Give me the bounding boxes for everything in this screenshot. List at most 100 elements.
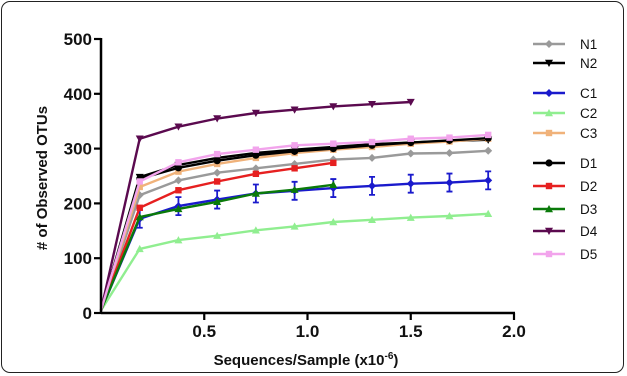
x-tick-label: 2.0 bbox=[502, 322, 526, 341]
series-line-n1 bbox=[99, 149, 489, 311]
x-tick-label: 1.5 bbox=[399, 322, 423, 341]
y-tick-label: 400 bbox=[64, 85, 92, 104]
legend-marker-d5 bbox=[545, 250, 553, 258]
data-point-d1 bbox=[290, 147, 299, 155]
data-point-d5 bbox=[407, 135, 414, 142]
data-point-c2 bbox=[174, 236, 183, 244]
data-point-c1 bbox=[445, 178, 454, 187]
data-point-c1 bbox=[484, 176, 493, 185]
y-tick-label: 200 bbox=[64, 194, 92, 213]
legend-label-d1: D1 bbox=[580, 156, 597, 171]
data-point-d3 bbox=[213, 197, 222, 205]
legend-label-c3: C3 bbox=[580, 126, 597, 141]
data-point-c2 bbox=[406, 213, 415, 221]
legend-item-n1: N1 bbox=[533, 37, 597, 52]
legend-marker-d3 bbox=[545, 205, 553, 213]
data-point-c2 bbox=[135, 244, 144, 253]
legend-item-c3: C3 bbox=[533, 126, 597, 141]
data-point-n1 bbox=[213, 168, 222, 177]
x-tick-label: 1.0 bbox=[296, 322, 320, 341]
data-point-c2 bbox=[445, 212, 454, 220]
x-axis-title-main: Sequences/Sample (x10 bbox=[214, 352, 385, 369]
legend-label-c1: C1 bbox=[580, 86, 597, 101]
data-point-n1 bbox=[368, 153, 377, 162]
legend-label-d3: D3 bbox=[580, 202, 597, 217]
data-point-d5 bbox=[252, 146, 260, 153]
x-axis-title-exponent: -6 bbox=[385, 351, 394, 362]
data-point-d5 bbox=[213, 150, 221, 158]
data-point-d4 bbox=[290, 106, 299, 114]
series-d3 bbox=[99, 180, 338, 311]
legend-marker-d2 bbox=[545, 182, 553, 190]
series-layer bbox=[99, 98, 493, 311]
data-point-c2 bbox=[329, 218, 338, 226]
series-d1 bbox=[99, 134, 492, 311]
data-point-d2 bbox=[213, 178, 221, 185]
series-line-d4 bbox=[99, 100, 411, 311]
legend-item-d2: D2 bbox=[533, 179, 597, 194]
y-tick-label: 300 bbox=[64, 140, 92, 159]
data-point-d4 bbox=[329, 103, 338, 111]
data-point-d5 bbox=[330, 140, 337, 147]
data-point-n1 bbox=[484, 146, 493, 155]
legend-marker-d1 bbox=[545, 159, 553, 167]
data-point-c1 bbox=[406, 179, 415, 188]
x-axis-title-close: ) bbox=[393, 352, 398, 369]
data-point-d4 bbox=[174, 123, 183, 131]
data-point-n1 bbox=[445, 148, 454, 157]
legend-item-n2: N2 bbox=[533, 56, 597, 71]
data-point-d4 bbox=[213, 115, 222, 123]
legend-label-d5: D5 bbox=[580, 247, 597, 262]
legend-item-d5: D5 bbox=[533, 247, 597, 262]
data-point-d2 bbox=[252, 170, 260, 178]
tick-labels: 0 100 200 300 400 500 0.5 1.0 1.5 2.0 bbox=[64, 30, 526, 341]
y-tick-label: 0 bbox=[83, 304, 92, 323]
data-point-d3 bbox=[290, 185, 299, 193]
data-point-d2 bbox=[291, 165, 298, 172]
legend-label-d2: D2 bbox=[580, 179, 597, 194]
data-point-c2 bbox=[484, 209, 493, 218]
data-point-d2 bbox=[136, 204, 143, 211]
series-d2 bbox=[99, 159, 337, 311]
data-point-c2 bbox=[290, 222, 299, 230]
legend-marker-c3 bbox=[545, 129, 553, 137]
legend-label-n1: N1 bbox=[580, 37, 597, 52]
legend-marker-d4 bbox=[545, 227, 553, 235]
legend-label-c2: C2 bbox=[580, 106, 597, 121]
data-point-d5 bbox=[484, 131, 492, 139]
legend-item-d3: D3 bbox=[533, 202, 597, 217]
data-point-c3 bbox=[136, 183, 143, 191]
legend-item-c1: C1 bbox=[533, 86, 597, 101]
x-axis-title: Sequences/Sample (x10-6) bbox=[214, 351, 399, 369]
data-point-d5 bbox=[291, 142, 298, 149]
legend-item-c2: C2 bbox=[533, 106, 597, 121]
data-point-d3 bbox=[135, 213, 144, 221]
data-point-d5 bbox=[368, 138, 376, 146]
legend-label-d4: D4 bbox=[580, 224, 598, 239]
data-point-d2 bbox=[175, 187, 182, 194]
axes-layer bbox=[94, 37, 516, 320]
data-point-d2 bbox=[330, 159, 337, 167]
y-tick-label: 100 bbox=[64, 249, 92, 268]
data-point-d4 bbox=[406, 98, 415, 107]
series-c2 bbox=[99, 209, 493, 311]
legend-marker-n1 bbox=[545, 40, 553, 48]
data-point-n1 bbox=[251, 164, 260, 173]
legend-item-d1: D1 bbox=[533, 156, 597, 171]
data-point-d3 bbox=[174, 204, 183, 213]
legend-marker-n2 bbox=[545, 59, 553, 67]
data-point-n1 bbox=[174, 176, 183, 185]
data-point-d4 bbox=[368, 101, 377, 109]
data-point-n1 bbox=[406, 149, 415, 158]
data-point-d5 bbox=[175, 159, 182, 166]
legend: N1 N2 C1 C2 C3 D1 D2 D3 D4 D5 bbox=[533, 37, 598, 262]
series-d5 bbox=[99, 131, 492, 311]
legend-marker-c1 bbox=[545, 89, 553, 97]
data-point-d1 bbox=[174, 164, 183, 172]
legend-marker-c2 bbox=[545, 109, 553, 117]
data-point-d1 bbox=[252, 151, 260, 159]
data-point-d3 bbox=[251, 189, 260, 197]
data-point-d5 bbox=[446, 134, 453, 141]
data-point-c2 bbox=[251, 226, 260, 234]
